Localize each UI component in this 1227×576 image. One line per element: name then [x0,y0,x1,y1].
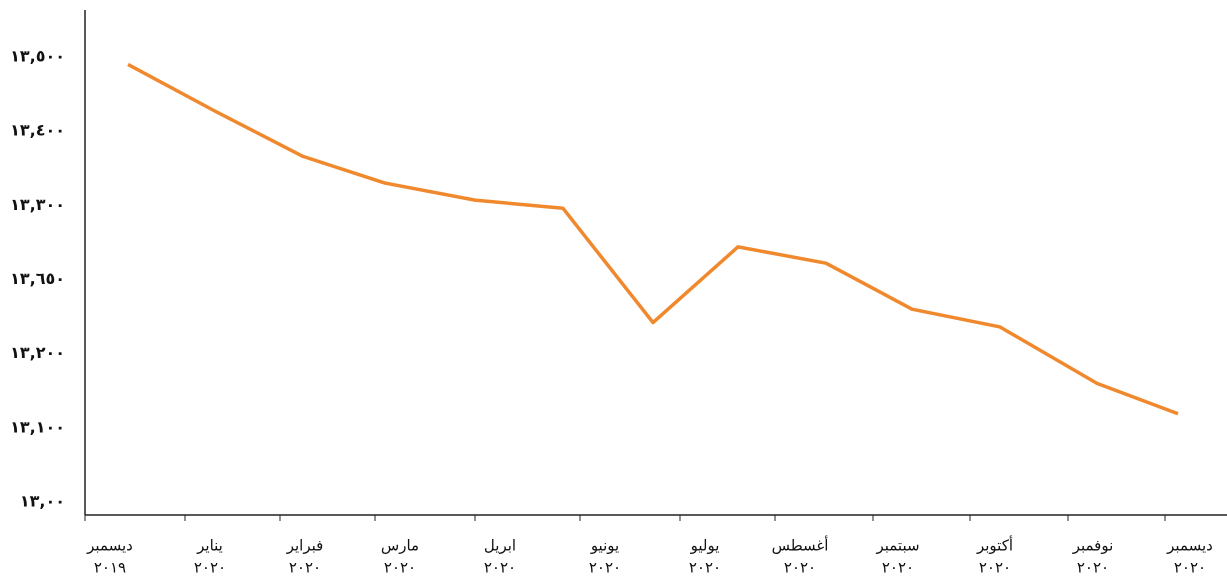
y-tick-label: ١٣,٦٥٠ [10,269,65,288]
x-tick-label: ٢٠٢٠ [882,559,914,576]
x-tick-label: يونيو [590,537,619,555]
x-tick-label: ٢٠٢٠ [689,559,721,576]
x-tick-label: ديسمبر [86,537,133,555]
x-tick-label: ٢٠٢٠ [1077,559,1109,576]
x-tick-label: ٢٠٢٠ [784,559,816,576]
x-tick-label: أكتوبر [976,536,1013,555]
x-tick-label: مارس [381,537,419,555]
y-tick-label: ١٣,٥٠٠ [10,47,65,66]
x-tick-label: ٢٠٢٠ [289,559,321,576]
y-tick-label: ١٣,١٠٠ [10,417,65,436]
x-tick-label: نوفمبر [1072,537,1114,555]
x-tick-label: أغسطس [772,536,829,555]
x-tick-label: ٢٠٢٠ [1174,559,1206,576]
y-tick-label: ١٣,٤٠٠ [10,121,65,140]
x-tick-label: ٢٠٢٠ [384,559,416,576]
y-tick-label: ١٣,٣٠٠ [10,195,65,214]
x-tick-label: يوليو [690,537,720,555]
x-tick-label: سبتمبر [875,537,919,555]
line [127,62,1179,416]
x-tick-label: ٢٠٢٠ [194,559,226,576]
x-tick-label: ٢٠٢٠ [484,559,516,576]
x-tick-label: ديسمبر [1166,537,1213,555]
y-tick-label: ١٣,٠٠ [20,492,65,511]
x-tick-label: ابريل [484,537,516,555]
x-tick-label: يناير [196,537,223,555]
x-tick-label: ٢٠١٩ [94,559,126,576]
x-tick-label: فبراير [286,537,324,555]
y-tick-label: ١٣,٢٠٠ [10,343,65,362]
x-tick-label: ٢٠٢٠ [589,559,621,576]
x-tick-label: ٢٠٢٠ [979,559,1011,576]
